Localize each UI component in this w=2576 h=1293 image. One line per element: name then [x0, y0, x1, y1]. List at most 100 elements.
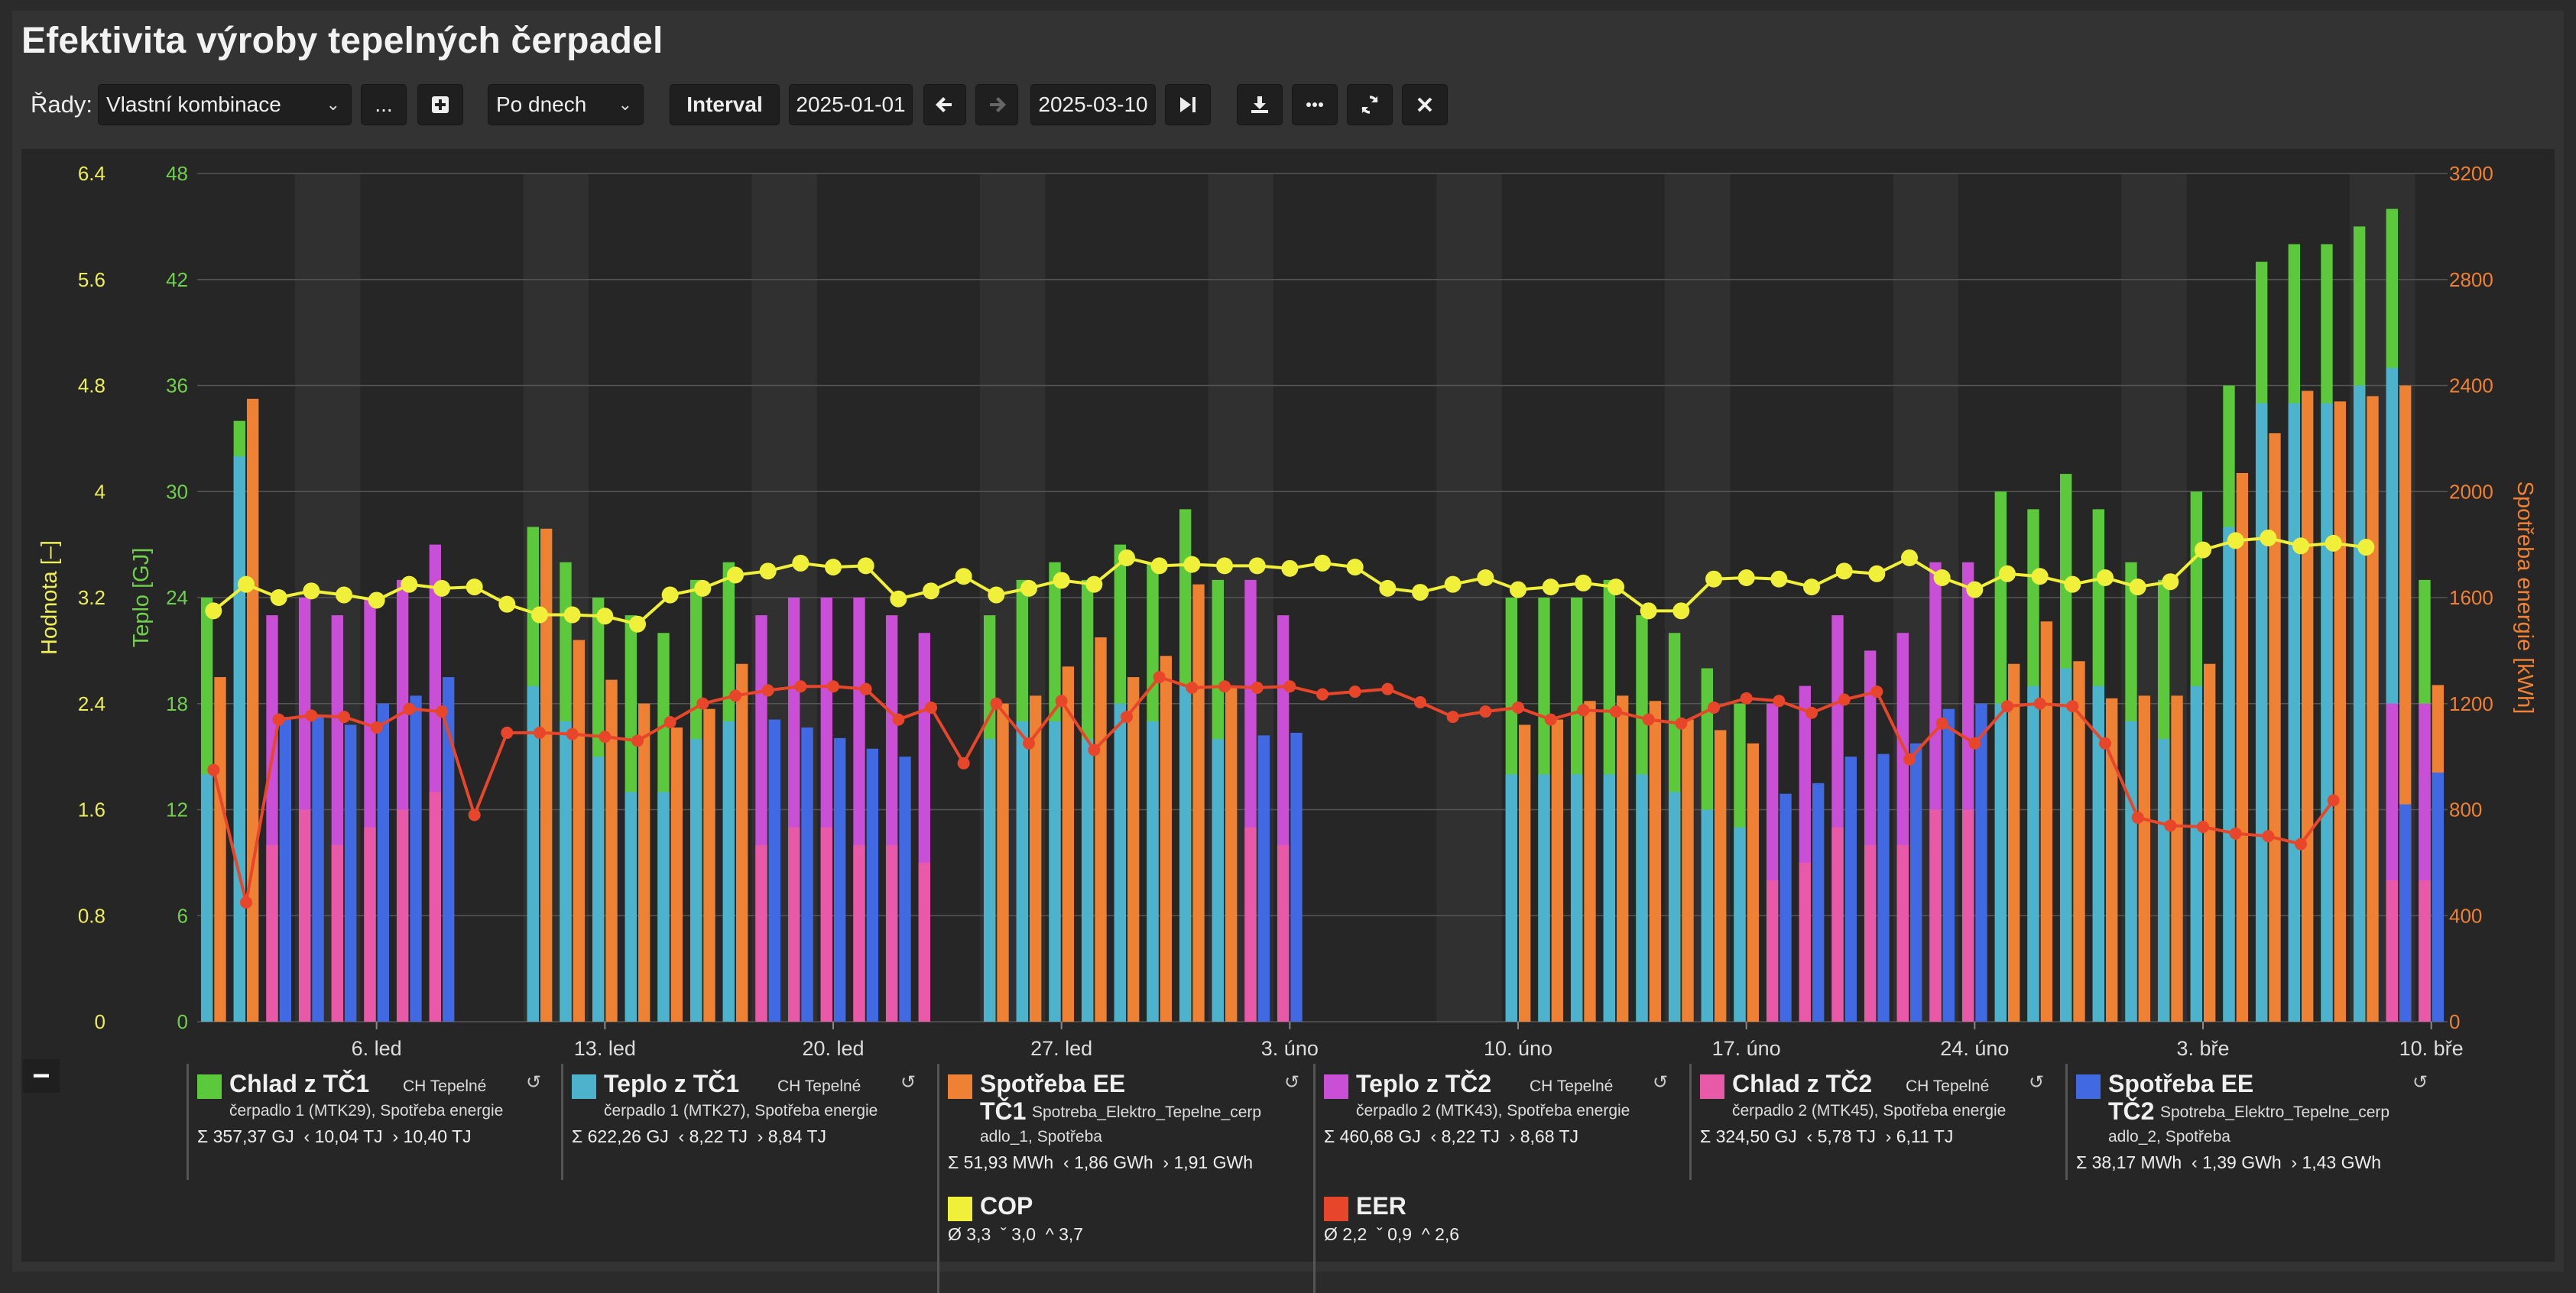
ee1-bar — [2334, 401, 2347, 1022]
ee1-bar — [540, 528, 553, 1022]
eer-point — [1935, 717, 1948, 730]
cop-point — [890, 590, 907, 608]
legend-swatch — [948, 1074, 972, 1099]
ee2-bar — [834, 737, 846, 1022]
ee1-bar — [2073, 661, 2085, 1022]
cop-point — [1933, 569, 1951, 586]
ee1-bar — [638, 703, 650, 1022]
teplo1-bar — [722, 721, 735, 1022]
ee2-bar — [1257, 735, 1270, 1022]
ee2-bar — [279, 717, 292, 1022]
collapse-legend-button[interactable]: − — [23, 1059, 60, 1093]
legend-stats: Σ 324,50 GJ ‹ 5,78 TJ › 6,11 TJ — [1700, 1126, 1954, 1146]
cop-point — [205, 602, 222, 620]
legend-max: 1,91 GWh — [1173, 1152, 1253, 1172]
cop-point — [466, 578, 483, 596]
ee1-bar — [1617, 695, 1629, 1022]
date-from-input[interactable]: 2025-01-01 — [789, 84, 913, 125]
eer-point — [338, 711, 350, 724]
interval-button[interactable]: Interval — [670, 84, 780, 125]
ee1-bar — [2040, 621, 2053, 1022]
energy-axis-tick: 2800 — [2449, 268, 2493, 291]
value-axis-tick: 1.6 — [78, 799, 105, 821]
ee1-bar — [1192, 584, 1205, 1022]
chlad2-bar — [331, 844, 343, 1022]
legend-desc: adlo_1, Spotřeba — [980, 1128, 1102, 1146]
download-button[interactable] — [1237, 84, 1283, 125]
ee2-bar — [1844, 757, 1857, 1022]
next-period-button[interactable] — [975, 84, 1018, 125]
heat-axis-tick: 42 — [166, 268, 188, 291]
granularity-select[interactable]: Po dnech ⌄ — [488, 84, 644, 125]
eer-point — [1121, 711, 1133, 724]
cop-point — [368, 591, 385, 609]
heat-axis-title: Teplo [GJ] — [129, 548, 154, 648]
legend-swatch — [1324, 1074, 1348, 1099]
eer-point — [2197, 821, 2209, 834]
jump-to-end-button[interactable] — [1165, 84, 1211, 125]
previous-period-button[interactable] — [923, 84, 966, 125]
reset-series-icon[interactable]: ↺ — [900, 1072, 917, 1093]
ee1-bar — [2236, 472, 2249, 1022]
close-button[interactable] — [1402, 84, 1448, 125]
legend-swatch — [572, 1074, 596, 1099]
ee1-bar — [736, 663, 748, 1022]
ee2-bar — [1975, 703, 1987, 1022]
chlad2-bar — [396, 809, 409, 1022]
eer-point — [1251, 681, 1264, 694]
eer-point — [1218, 680, 1231, 693]
series-more-button[interactable]: ... — [361, 84, 407, 125]
ee2-bar — [2432, 772, 2445, 1022]
series-select[interactable]: Vlastní kombinace ⌄ — [98, 84, 352, 125]
date-to-input[interactable]: 2025-03-10 — [1030, 84, 1156, 125]
energy-axis-tick: 2000 — [2449, 480, 2493, 503]
legend-name: Teplo z TČ1 — [604, 1070, 740, 1097]
refresh-button[interactable] — [1347, 84, 1393, 125]
eer-point — [859, 682, 872, 695]
eer-point — [1023, 737, 1035, 750]
legend-swatch — [2076, 1074, 2101, 1099]
eer-point — [2229, 827, 2242, 840]
ee2-bar — [443, 677, 455, 1022]
more-options-button[interactable] — [1292, 84, 1338, 125]
ee1-bar — [2269, 433, 2281, 1022]
cop-point — [1216, 557, 1233, 575]
eer-point — [566, 728, 579, 740]
teplo1-bar — [1016, 721, 1028, 1022]
chlad2-bar — [1244, 827, 1257, 1022]
add-series-button[interactable] — [417, 84, 463, 125]
eer-point — [1544, 713, 1557, 726]
cop-point — [1835, 562, 1853, 580]
eer-point — [2099, 737, 2111, 750]
eer-point — [892, 713, 905, 726]
eer-point — [1414, 696, 1426, 709]
chlad2-bar — [853, 844, 865, 1022]
cop-point — [1412, 584, 1429, 601]
cop-point — [1248, 557, 1266, 575]
chart-area: 0 0 0 0.8 6 400 1.6 12 800 2.4 18 1200 3.2 24 1600 4 30 2… — [21, 149, 2555, 1262]
eer-point — [1186, 681, 1199, 694]
cop-point — [1510, 581, 1526, 598]
ee1-bar — [1715, 730, 1727, 1022]
reset-series-icon[interactable]: ↺ — [2029, 1072, 2045, 1093]
value-axis-tick: 5.6 — [78, 268, 105, 291]
cop-point — [857, 557, 874, 575]
download-icon — [1251, 96, 1268, 113]
legend-desc: čerpadlo 1 (MTK29), Spotřeba energie — [229, 1102, 504, 1120]
reset-series-icon[interactable]: ↺ — [1284, 1072, 1300, 1093]
ee1-bar — [1062, 666, 1075, 1022]
eer-point — [794, 680, 807, 693]
reset-series-icon[interactable]: ↺ — [526, 1072, 542, 1093]
legend-swatch — [948, 1197, 972, 1221]
teplo1-bar — [560, 721, 572, 1022]
cop-point — [1542, 578, 1559, 596]
ee1-bar — [2302, 390, 2314, 1022]
x-tick-label: 3. bře — [2176, 1037, 2229, 1060]
reset-series-icon[interactable]: ↺ — [1653, 1072, 1669, 1093]
page-title: Efektivita výroby tepelných čerpadel — [21, 21, 663, 61]
legend-separator — [937, 1064, 939, 1293]
cop-point — [1868, 565, 1886, 582]
reset-series-icon[interactable]: ↺ — [2412, 1072, 2428, 1093]
legend-desc: CH Tepelné — [403, 1078, 487, 1095]
granularity-select-value: Po dnech — [496, 92, 587, 116]
